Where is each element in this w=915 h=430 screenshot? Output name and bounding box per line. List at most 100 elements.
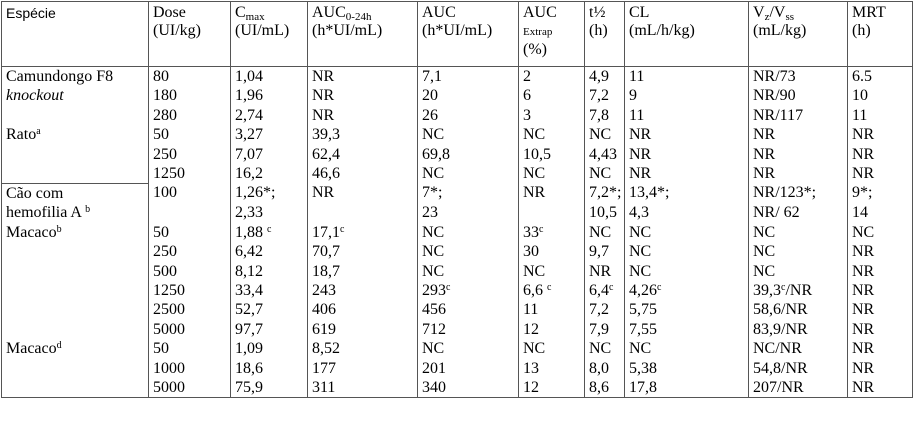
text: AUC	[312, 4, 346, 21]
header-cell: Dose (UI/kg)	[148, 1, 231, 67]
superscript: c	[446, 281, 451, 293]
data-cell: 33,4	[230, 280, 308, 301]
text: /V	[769, 4, 786, 21]
data-cell: 4,26c	[624, 280, 749, 301]
species-cell	[1, 105, 149, 126]
text: 6,6	[523, 281, 547, 299]
header-line: AUC0-24h	[312, 4, 417, 23]
header-line: Extrap	[523, 22, 584, 41]
header-cell: AUC0-24h (h*UI/mL)	[307, 1, 418, 67]
text: (%)	[523, 41, 547, 58]
text: Macaco	[6, 340, 57, 358]
text: AUC	[422, 4, 456, 21]
data-cell: NR	[307, 105, 418, 126]
text: Camundongo F8	[6, 68, 114, 85]
header-cell: AUC Extrap (%)	[518, 1, 585, 67]
data-cell	[518, 203, 585, 223]
data-cell: 5,38	[624, 358, 749, 378]
header-cell: MRT (h)	[847, 1, 913, 67]
data-cell: 11	[518, 300, 585, 320]
subscript: ss	[785, 11, 795, 23]
data-cell: 7,55	[624, 319, 749, 340]
data-cell: 75,9	[230, 378, 308, 399]
header-line: Cmax	[235, 4, 307, 23]
header-line: (h)	[589, 22, 624, 40]
data-cell: NR	[847, 280, 913, 301]
text: (h*UI/mL)	[312, 22, 383, 39]
data-cell: 4,3	[624, 203, 749, 223]
data-cell: NR	[624, 164, 749, 184]
data-cell: 7,2	[584, 86, 625, 106]
data-cell: NC	[518, 125, 585, 145]
data-cell: 201	[417, 358, 519, 378]
data-cell: 8,52	[307, 339, 418, 359]
data-cell: NR	[847, 164, 913, 184]
data-cell: 11	[624, 66, 749, 87]
superscript: c	[657, 281, 662, 293]
superscript: a	[36, 126, 41, 138]
data-cell: NR	[748, 125, 848, 145]
header-line: (h)	[852, 22, 912, 40]
header-line: t½	[589, 4, 624, 22]
species-cell: Ratoa	[1, 125, 149, 145]
data-cell	[307, 203, 418, 223]
header-line: Vz/Vss	[753, 4, 847, 23]
data-cell: 250	[148, 242, 231, 262]
species-cell	[1, 300, 149, 320]
data-cell: 7,9	[584, 319, 625, 340]
table-body: Camundongo F8 80 1,04 NR 7,1 2 4,9 11 NR/73 6.5 kn…	[1, 66, 913, 399]
table-row: 1250 33,4 243 293c 6,6 c 6,4c 4,26c 39,3c/NR NR	[1, 280, 913, 301]
text: Espécie	[6, 5, 56, 21]
data-cell: NC	[624, 339, 749, 359]
data-cell: NR	[748, 144, 848, 165]
data-cell: NR/117	[748, 105, 848, 126]
data-cell: NC	[624, 242, 749, 262]
data-cell: NR	[847, 358, 913, 378]
data-cell: NC	[748, 242, 848, 262]
header-line: Espécie	[6, 4, 148, 22]
header-cell: CL (mL/h/kg)	[624, 1, 749, 67]
text: 1,88	[235, 223, 267, 241]
species-cell	[1, 164, 149, 184]
data-cell: 18,7	[307, 261, 418, 281]
data-cell: 58,6/NR	[748, 300, 848, 320]
data-cell: 12	[518, 319, 585, 340]
data-cell: 10,5	[518, 144, 585, 165]
data-cell: 250	[148, 144, 231, 165]
data-cell: 7,1	[417, 66, 519, 87]
table-row: 1250 16,2 46,6 NC NC NC NR NR NR	[1, 164, 913, 184]
subscript: 0-24h	[345, 11, 372, 23]
header-line: Dose	[153, 4, 230, 22]
header-cell: Cmax (UI/mL)	[230, 1, 308, 67]
data-cell: 1250	[148, 164, 231, 184]
data-cell: NC	[417, 242, 519, 262]
data-cell: 23	[417, 203, 519, 223]
data-cell: 5,75	[624, 300, 749, 320]
species-cell	[1, 242, 149, 262]
header-line: CL	[629, 4, 748, 22]
data-cell: 50	[148, 222, 231, 243]
text: (h)	[589, 22, 608, 39]
text: 6,4	[589, 281, 609, 299]
data-cell: 8,12	[230, 261, 308, 281]
text: 293	[422, 281, 446, 299]
data-cell: 39,3c/NR	[748, 280, 848, 301]
data-cell: NC	[417, 261, 519, 281]
subscript: Extrap	[523, 26, 553, 38]
data-cell: 7,07	[230, 144, 308, 165]
data-cell: 9*;	[847, 183, 913, 204]
data-cell: 6	[518, 86, 585, 106]
data-cell: 2,33	[230, 203, 308, 223]
text: hemofilia A	[6, 204, 86, 222]
data-cell: NC	[584, 339, 625, 359]
text: AUC	[523, 4, 557, 21]
data-cell: 26	[417, 105, 519, 126]
data-cell: 7,2*;	[584, 183, 625, 204]
data-cell: 39,3	[307, 125, 418, 145]
data-cell: NC	[748, 261, 848, 281]
header-line: (mL/kg)	[753, 22, 847, 40]
data-cell: NC	[417, 222, 519, 243]
data-cell: 18,6	[230, 358, 308, 378]
data-cell: NR	[624, 144, 749, 165]
header-line: AUC	[523, 4, 584, 22]
